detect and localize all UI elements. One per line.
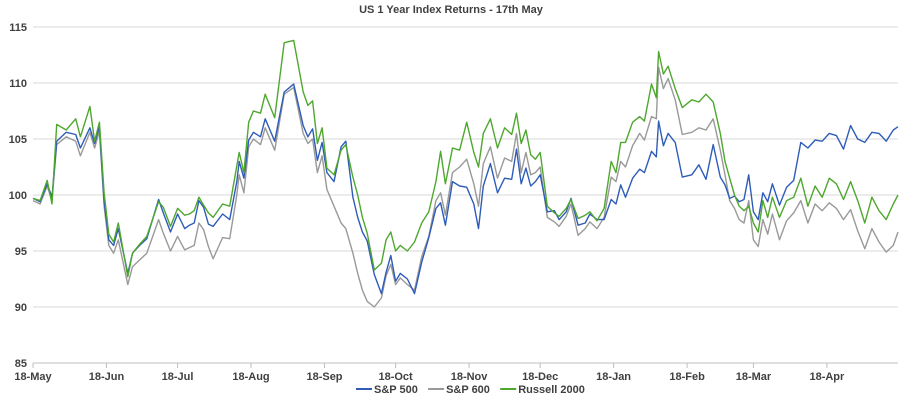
legend-label: S&P 600 <box>446 384 490 396</box>
x-tick-label: 18-Mar <box>736 371 772 383</box>
x-tick-label: 18-Jun <box>89 371 125 383</box>
x-tick-label: 18-Jan <box>596 371 631 383</box>
legend-label: S&P 500 <box>374 384 418 396</box>
x-tick-label: 18-Sep <box>306 371 342 383</box>
x-tick-label: 18-Feb <box>669 371 705 383</box>
chart-title: US 1 Year Index Returns - 17th May <box>359 4 544 16</box>
y-tick-label: 105 <box>9 134 27 146</box>
x-tick-label: 18-Apr <box>809 371 845 383</box>
x-tick-label: 18-Nov <box>451 371 489 383</box>
y-axis-ticks: 85 90 95 100 105 110 115 <box>9 22 27 370</box>
legend: S&P 500 S&P 600 Russell 2000 <box>356 384 585 396</box>
x-tick-label: 18-Jul <box>162 371 194 383</box>
gridlines <box>33 26 898 364</box>
series-lines <box>32 39 899 308</box>
x-tick-label: 18-Dec <box>522 371 558 383</box>
x-tick-label: 18-May <box>14 371 52 383</box>
y-tick-label: 90 <box>15 302 27 314</box>
legend-label: Russell 2000 <box>518 384 585 396</box>
x-axis-ticks: 18-May 18-Jun 18-Jul 18-Aug 18-Sep 18-Oct 18-N… <box>14 363 845 383</box>
series-line-s-p-600 <box>32 66 899 308</box>
series-line-s-p-500 <box>32 83 899 295</box>
y-tick-label: 100 <box>9 190 27 202</box>
y-tick-label: 85 <box>15 358 27 370</box>
y-tick-label: 115 <box>9 22 27 34</box>
series-line-russell-2000 <box>32 39 899 278</box>
y-tick-label: 95 <box>15 246 27 258</box>
x-tick-label: 18-Aug <box>232 371 269 383</box>
x-tick-label: 18-Oct <box>378 371 413 383</box>
y-tick-label: 110 <box>9 78 27 90</box>
